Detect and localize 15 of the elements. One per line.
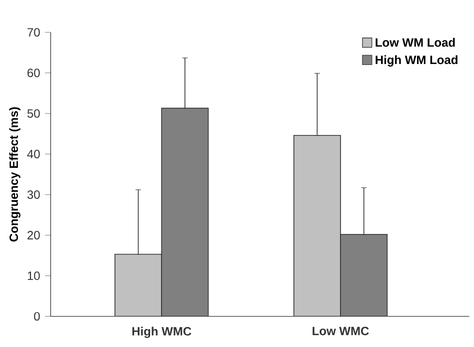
y-tick-label: 70 [28, 28, 40, 37]
x-tick-label: Low WMC [312, 326, 369, 336]
y-tick-label: 50 [27, 109, 40, 118]
x-tick-label: High WMC [132, 326, 192, 338]
y-tick-label: 40 [27, 150, 40, 158]
y-tick-label: 60 [28, 68, 40, 78]
y-tick-label: 10 [28, 272, 40, 280]
bar [293, 134, 341, 316]
y-tick-label: 20 [28, 230, 40, 240]
legend-label: High WM Load [376, 55, 458, 67]
bar [114, 254, 162, 316]
y-tick-label: 30 [27, 190, 40, 199]
y-axis-title: Congruency Effect (ms) [9, 107, 20, 242]
legend-label: Low WM Load [376, 38, 455, 47]
y-tick-label: 0 [34, 312, 40, 321]
